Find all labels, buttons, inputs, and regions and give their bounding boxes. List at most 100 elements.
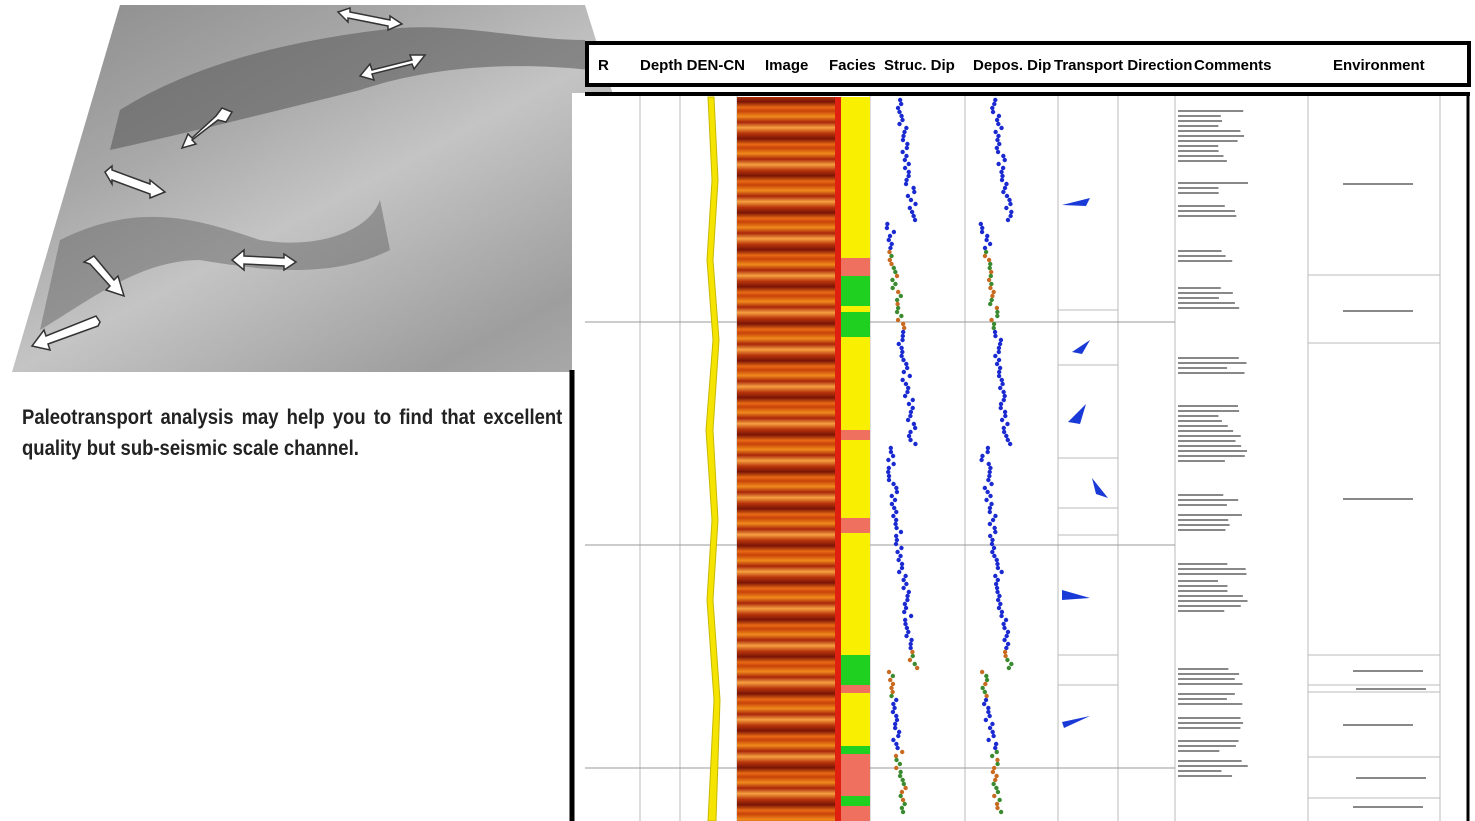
dip-marker xyxy=(901,330,905,334)
facies-segment xyxy=(841,796,870,806)
dip-marker xyxy=(996,578,1000,582)
facies-border xyxy=(835,97,841,821)
dip-marker xyxy=(988,262,992,266)
dip-marker xyxy=(999,570,1003,574)
comment-line xyxy=(1178,775,1232,777)
dip-marker xyxy=(898,774,902,778)
dip-marker xyxy=(988,534,992,538)
dip-marker xyxy=(991,110,995,114)
dip-marker xyxy=(995,118,999,122)
dip-marker xyxy=(908,206,912,210)
dip-marker xyxy=(904,182,908,186)
dip-marker xyxy=(900,150,904,154)
dip-marker xyxy=(909,614,913,618)
dip-marker xyxy=(988,286,992,290)
comment-line xyxy=(1178,215,1236,217)
dip-marker xyxy=(1000,610,1004,614)
dip-marker xyxy=(997,346,1001,350)
dip-marker xyxy=(984,498,988,502)
dip-marker xyxy=(889,254,893,258)
dip-marker xyxy=(887,478,891,482)
dip-marker xyxy=(907,170,911,174)
comment-line xyxy=(1178,145,1218,147)
dip-marker xyxy=(887,238,891,242)
dip-marker xyxy=(896,106,900,110)
dip-marker xyxy=(889,450,893,454)
dip-marker xyxy=(992,526,996,530)
dip-marker xyxy=(906,630,910,634)
comment-line xyxy=(1178,740,1239,742)
column-header: Depos. Dip xyxy=(973,57,1051,74)
comment-line xyxy=(1178,125,1218,127)
dip-marker xyxy=(908,430,912,434)
dip-marker xyxy=(898,794,902,798)
dip-marker xyxy=(997,374,1001,378)
dip-marker xyxy=(904,362,908,366)
dip-marker xyxy=(986,738,990,742)
dip-marker xyxy=(893,522,897,526)
dip-marker xyxy=(996,598,1000,602)
comment-line xyxy=(1178,722,1243,724)
dip-marker xyxy=(988,726,992,730)
comment-line xyxy=(1178,250,1222,252)
column-header: Comments xyxy=(1194,57,1272,74)
dip-marker xyxy=(913,218,917,222)
dip-marker xyxy=(900,750,904,754)
dip-marker xyxy=(911,654,915,658)
environment-line xyxy=(1343,310,1413,312)
dip-marker xyxy=(993,530,997,534)
dip-marker xyxy=(995,314,999,318)
dip-marker xyxy=(900,566,904,570)
dip-marker xyxy=(1004,206,1008,210)
dip-marker xyxy=(999,614,1003,618)
facies-segment xyxy=(841,655,870,685)
comment-line xyxy=(1178,460,1225,462)
dip-marker xyxy=(911,214,915,218)
dip-marker xyxy=(888,246,892,250)
dip-marker xyxy=(1006,438,1010,442)
facies-segment xyxy=(841,754,870,821)
dip-marker xyxy=(896,290,900,294)
dip-marker xyxy=(901,810,905,814)
comment-line xyxy=(1178,585,1227,587)
dip-marker xyxy=(891,674,895,678)
dip-marker xyxy=(994,774,998,778)
dip-marker xyxy=(991,290,995,294)
facies-track xyxy=(841,97,870,821)
dip-marker xyxy=(902,610,906,614)
dip-marker xyxy=(897,342,901,346)
column-header: Image xyxy=(765,57,808,74)
dip-marker xyxy=(1003,414,1007,418)
dip-marker xyxy=(996,134,1000,138)
dip-marker xyxy=(989,282,993,286)
dip-marker xyxy=(1003,158,1007,162)
dip-marker xyxy=(984,250,988,254)
dip-marker xyxy=(890,242,894,246)
dip-marker xyxy=(1004,646,1008,650)
dip-marker xyxy=(895,310,899,314)
dip-marker xyxy=(993,514,997,518)
dip-marker xyxy=(998,602,1002,606)
dip-marker xyxy=(997,798,1001,802)
facies-segment xyxy=(841,746,870,754)
dip-marker xyxy=(1001,166,1005,170)
dip-marker xyxy=(993,130,997,134)
dip-marker xyxy=(988,266,992,270)
dip-marker xyxy=(894,526,898,530)
dip-marker xyxy=(1007,666,1011,670)
dip-marker xyxy=(988,522,992,526)
dip-marker xyxy=(991,734,995,738)
dip-marker xyxy=(905,390,909,394)
caption: Paleotransport analysis may help you to … xyxy=(22,402,562,464)
comment-line xyxy=(1178,140,1238,142)
dip-marker xyxy=(983,254,987,258)
dip-marker xyxy=(903,602,907,606)
dip-marker xyxy=(887,474,891,478)
dip-marker xyxy=(979,222,983,226)
environment-line xyxy=(1356,688,1426,690)
dip-marker xyxy=(909,642,913,646)
dip-marker xyxy=(900,806,904,810)
dip-marker xyxy=(1006,218,1010,222)
dip-marker xyxy=(901,134,905,138)
dip-marker xyxy=(895,298,899,302)
